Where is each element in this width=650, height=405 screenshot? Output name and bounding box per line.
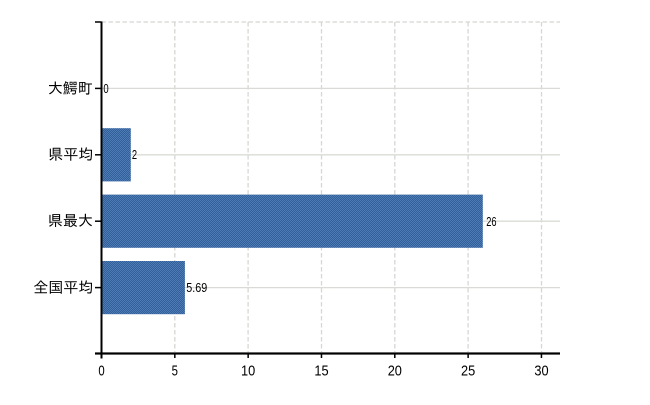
svg-text:5.69: 5.69 bbox=[186, 281, 207, 295]
svg-text:2: 2 bbox=[132, 148, 137, 162]
svg-text:15: 15 bbox=[314, 363, 328, 380]
svg-text:0: 0 bbox=[103, 82, 108, 96]
svg-text:5: 5 bbox=[172, 363, 178, 380]
svg-text:26: 26 bbox=[486, 215, 496, 229]
svg-text:0: 0 bbox=[98, 363, 104, 380]
svg-text:10: 10 bbox=[241, 363, 255, 380]
svg-text:25: 25 bbox=[461, 363, 475, 380]
svg-text:30: 30 bbox=[534, 363, 548, 380]
svg-text:20: 20 bbox=[388, 363, 402, 380]
